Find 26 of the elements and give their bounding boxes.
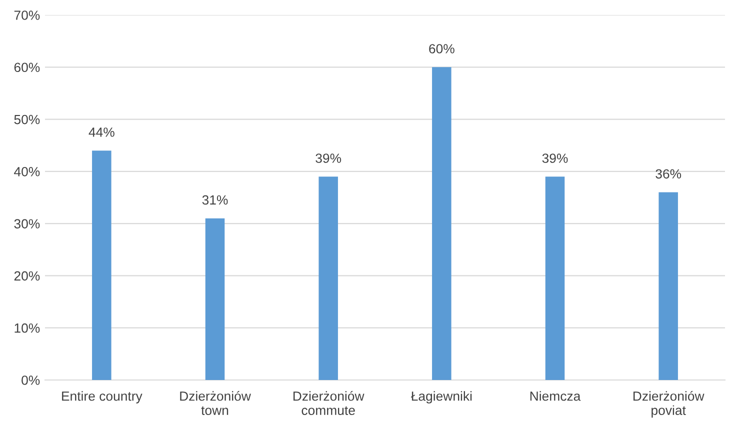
data-label: 39%	[542, 154, 568, 163]
y-tick-label: 20%	[14, 271, 40, 281]
y-tick-label: 70%	[14, 10, 40, 20]
y-tick-label: 10%	[14, 323, 40, 333]
x-tick-label: Niemcza	[530, 391, 581, 401]
data-label: 60%	[429, 44, 454, 54]
y-tick-label: 60%	[14, 62, 40, 72]
data-label: 39%	[316, 154, 342, 163]
data-label: 36%	[656, 169, 682, 179]
y-tick-label: 40%	[14, 166, 40, 176]
data-label: 31%	[202, 195, 228, 205]
y-tick-label: 30%	[14, 219, 40, 228]
y-tick-label: 50%	[14, 114, 40, 124]
bar	[432, 67, 452, 380]
y-tick-label: 0%	[22, 376, 40, 385]
data-label: 44%	[88, 128, 114, 137]
x-tick-label: Dzierżoniów town	[180, 390, 251, 416]
x-tick-label: Entire country	[62, 391, 142, 404]
x-tick-label: Łagiewniki	[410, 391, 472, 404]
bar	[205, 218, 225, 380]
x-tick-label: Dzierżoniów poviat	[633, 390, 704, 418]
x-tick-label: Dzierżoniów commute	[293, 390, 364, 416]
bar	[318, 176, 338, 380]
bar	[92, 150, 112, 380]
bar	[658, 192, 678, 380]
bar	[545, 176, 565, 380]
